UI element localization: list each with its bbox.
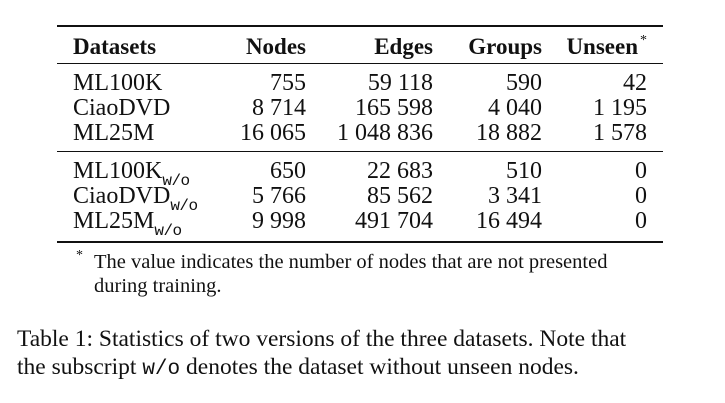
table-caption: Table 1: Statistics of two versions of t… [17,325,709,384]
cell-nodes: 9 998 [252,208,306,234]
cell-dataset: ML25M [73,120,155,146]
table-header-row: Datasets Nodes Edges Groups Unseen * [57,34,663,60]
table-bottom-rule [57,241,663,243]
cell-nodes: 650 [270,158,306,184]
cell-edges: 165 598 [355,95,433,121]
table-row: ML100K 755 59 118 590 42 [57,70,663,96]
header-nodes: Nodes [245,34,306,59]
table-row: ML100Kw/o 650 22 683 510 0 [57,158,663,190]
caption-line-2-prefix: the subscript [17,354,143,380]
dataset-subscript: w/o [170,197,198,215]
cell-unseen: 1 578 [593,120,647,146]
header-groups: Groups [468,34,542,59]
footnote-line-1: The value indicates the number of nodes … [94,251,608,273]
header-datasets: Datasets [73,34,157,59]
header-unseen-footnote-mark: * [640,33,647,48]
table-row: CiaoDVD 8 714 165 598 4 040 1 195 [57,95,663,121]
header-unseen-cell: Unseen * [566,34,647,60]
cell-unseen: 1 195 [593,95,647,121]
cell-unseen: 0 [635,158,647,184]
dataset-subscript: w/o [162,172,190,190]
cell-edges: 59 118 [367,70,433,96]
cell-edges: 491 704 [355,208,433,234]
caption-line-2: the subscript w/o denotes the dataset wi… [17,353,709,384]
table-header-rule [57,63,663,64]
dataset-name: CiaoDVD [73,183,171,209]
cell-unseen: 0 [635,208,647,234]
cell-groups: 3 341 [488,183,542,209]
cell-edges: 85 562 [367,183,433,209]
dataset-name: ML100K [73,158,163,184]
caption-line-2-suffix: denotes the dataset without unseen nodes… [180,354,579,380]
table-section-rule [57,151,663,152]
table-row: ML25M 16 065 1 048 836 18 882 1 578 [57,120,663,146]
header-unseen: Unseen [566,34,638,59]
cell-unseen: 0 [635,183,647,209]
cell-edges: 22 683 [367,158,433,184]
cell-nodes: 8 714 [252,95,306,121]
cell-groups: 590 [506,70,542,96]
footnote-mark: * [76,248,83,263]
cell-unseen: 42 [623,70,647,96]
dataset-subscript: w/o [154,222,182,240]
cell-dataset: ML25Mw/o [73,208,182,240]
cell-groups: 18 882 [476,120,542,146]
caption-subscript-term: w/o [142,358,181,381]
cell-nodes: 5 766 [252,183,306,209]
cell-groups: 510 [506,158,542,184]
cell-dataset: CiaoDVD [73,95,171,121]
cell-dataset: ML100Kw/o [73,158,190,190]
table-top-rule [57,25,663,27]
cell-groups: 16 494 [476,208,542,234]
footnote-line-2: during training. [94,275,222,297]
dataset-name: ML25M [73,208,155,234]
table-footnote: * The value indicates the number of node… [76,248,676,298]
header-edges: Edges [374,34,433,59]
cell-dataset: CiaoDVDw/o [73,183,198,215]
cell-nodes: 16 065 [240,120,306,146]
table-row: CiaoDVDw/o 5 766 85 562 3 341 0 [57,183,663,215]
caption-line-1: Table 1: Statistics of two versions of t… [17,326,627,352]
cell-groups: 4 040 [488,95,542,121]
table-row: ML25Mw/o 9 998 491 704 16 494 0 [57,208,663,240]
cell-nodes: 755 [270,70,306,96]
cell-dataset: ML100K [73,70,163,96]
cell-edges: 1 048 836 [337,120,433,146]
